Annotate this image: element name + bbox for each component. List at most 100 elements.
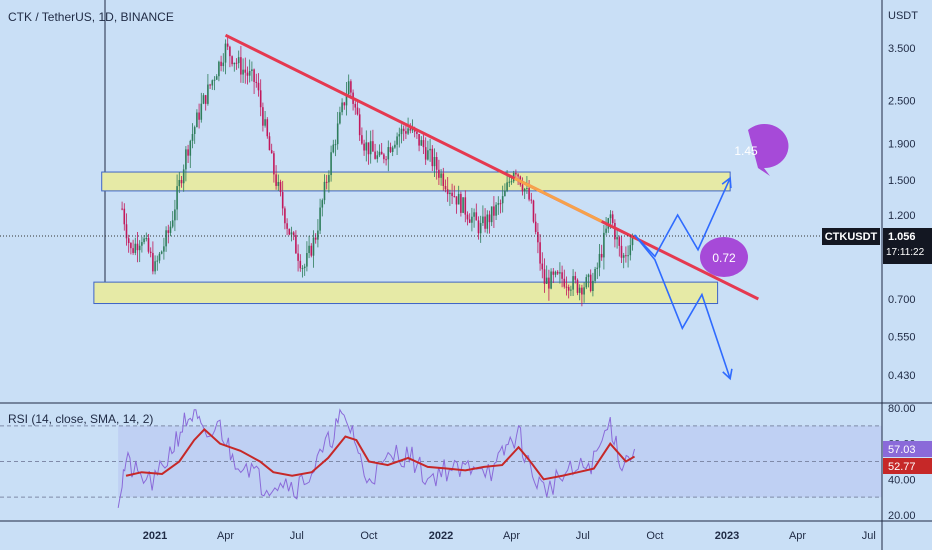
candle-body (385, 159, 387, 161)
candle-body (477, 220, 480, 234)
candle-body (389, 147, 392, 152)
rsi-tick-label: 80.00 (888, 403, 916, 415)
rsi-tick-label: 20.00 (888, 510, 916, 522)
candle-body (310, 245, 313, 256)
candle-body (268, 136, 271, 151)
projections[interactable] (633, 176, 733, 381)
candle-body (495, 204, 497, 216)
candle-body (191, 133, 194, 141)
candle-body (545, 277, 548, 284)
candle-body (473, 212, 475, 217)
candle-body (484, 216, 486, 229)
candle-body (600, 253, 603, 258)
price-tick-label: 3.500 (888, 43, 916, 55)
resistance-zone[interactable] (101, 171, 731, 192)
candle-body (185, 149, 187, 170)
candle-body (457, 193, 460, 205)
target-up-bubble[interactable]: 1.45 (734, 124, 789, 176)
candle-body (464, 197, 467, 215)
candle-body (152, 252, 154, 272)
candle-body (620, 245, 623, 258)
candle-body (121, 208, 123, 210)
target-down-label: 0.72 (712, 251, 736, 265)
candle-body (264, 119, 266, 126)
candle-body (235, 62, 238, 64)
candle-body (299, 260, 302, 269)
candle-body (306, 253, 308, 267)
candle-body (288, 228, 291, 235)
candle-body (215, 76, 218, 80)
candle-body (237, 57, 240, 64)
candle-body (165, 230, 167, 247)
trendline-highlight (513, 176, 603, 223)
candle-body (262, 107, 264, 126)
candle-body (453, 196, 456, 198)
candle-body (317, 230, 319, 240)
price-badge: 1.056 17:11:22 (883, 228, 932, 264)
candle-body (521, 184, 524, 192)
candle-body (367, 142, 370, 155)
candle-body (631, 236, 634, 246)
candle-body (202, 95, 205, 104)
candle-body (605, 228, 607, 233)
candle-body (418, 133, 420, 146)
candle-body (559, 272, 561, 274)
candle-body (603, 232, 605, 258)
candle-body (396, 136, 398, 145)
candle-body (585, 277, 588, 288)
candle-body (167, 230, 170, 233)
candle-body (508, 181, 511, 183)
candle-body (565, 286, 568, 288)
time-tick-label: Jul (290, 530, 304, 542)
candle-body (372, 141, 374, 152)
candle-body (455, 196, 458, 205)
candle-body (383, 154, 385, 160)
candle-body (363, 143, 365, 151)
candle-body (180, 179, 183, 184)
bearish-projection-path[interactable] (633, 234, 731, 379)
target-down-bubble[interactable]: 0.72 (700, 237, 748, 277)
candle-body (570, 289, 572, 291)
bullish-projection-path[interactable] (633, 177, 731, 258)
candle-body (589, 274, 592, 291)
rsi-title: RSI (14, close, SMA, 14, 2) (8, 412, 153, 426)
candle-body (528, 187, 530, 200)
candle-body (123, 208, 126, 225)
time-tick-label: Oct (360, 530, 377, 542)
candle-body (468, 219, 471, 223)
candle-body (627, 255, 629, 257)
candle-body (156, 260, 159, 262)
candle-body (343, 102, 346, 106)
candle-body (618, 237, 621, 246)
candle-body (506, 182, 508, 191)
price-tick-label: 1.500 (888, 175, 916, 187)
price-tick-label: 0.550 (888, 332, 916, 344)
candle-body (277, 181, 280, 186)
time-tick-label: Apr (789, 530, 806, 542)
support-zone[interactable] (93, 281, 719, 305)
candle-body (141, 242, 143, 246)
candle-body (339, 112, 341, 124)
candle-body (242, 69, 244, 75)
candle-body (336, 123, 339, 145)
chart-title: CTK / TetherUS, 1D, BINANCE (8, 10, 174, 24)
rsi-value-text: 57.03 (888, 444, 916, 456)
candle-body (193, 127, 196, 134)
candle-body (347, 81, 350, 95)
time-axis[interactable]: 2021 Apr Jul Oct 2022 Apr Jul Oct 2023 Apr Jul (143, 530, 876, 542)
candle-body (378, 151, 381, 156)
candle-body (354, 103, 357, 108)
trendline[interactable] (224, 33, 760, 301)
candle-body (229, 46, 231, 57)
candle-body (189, 140, 192, 156)
candle-body (554, 271, 557, 275)
candle-body (598, 253, 601, 268)
candle-body (174, 209, 176, 221)
candle-body (125, 224, 128, 239)
candle-body (132, 248, 134, 253)
candle-body (253, 69, 255, 82)
candle-body (319, 207, 321, 231)
candle-body (596, 267, 599, 269)
candle-body (572, 276, 574, 290)
